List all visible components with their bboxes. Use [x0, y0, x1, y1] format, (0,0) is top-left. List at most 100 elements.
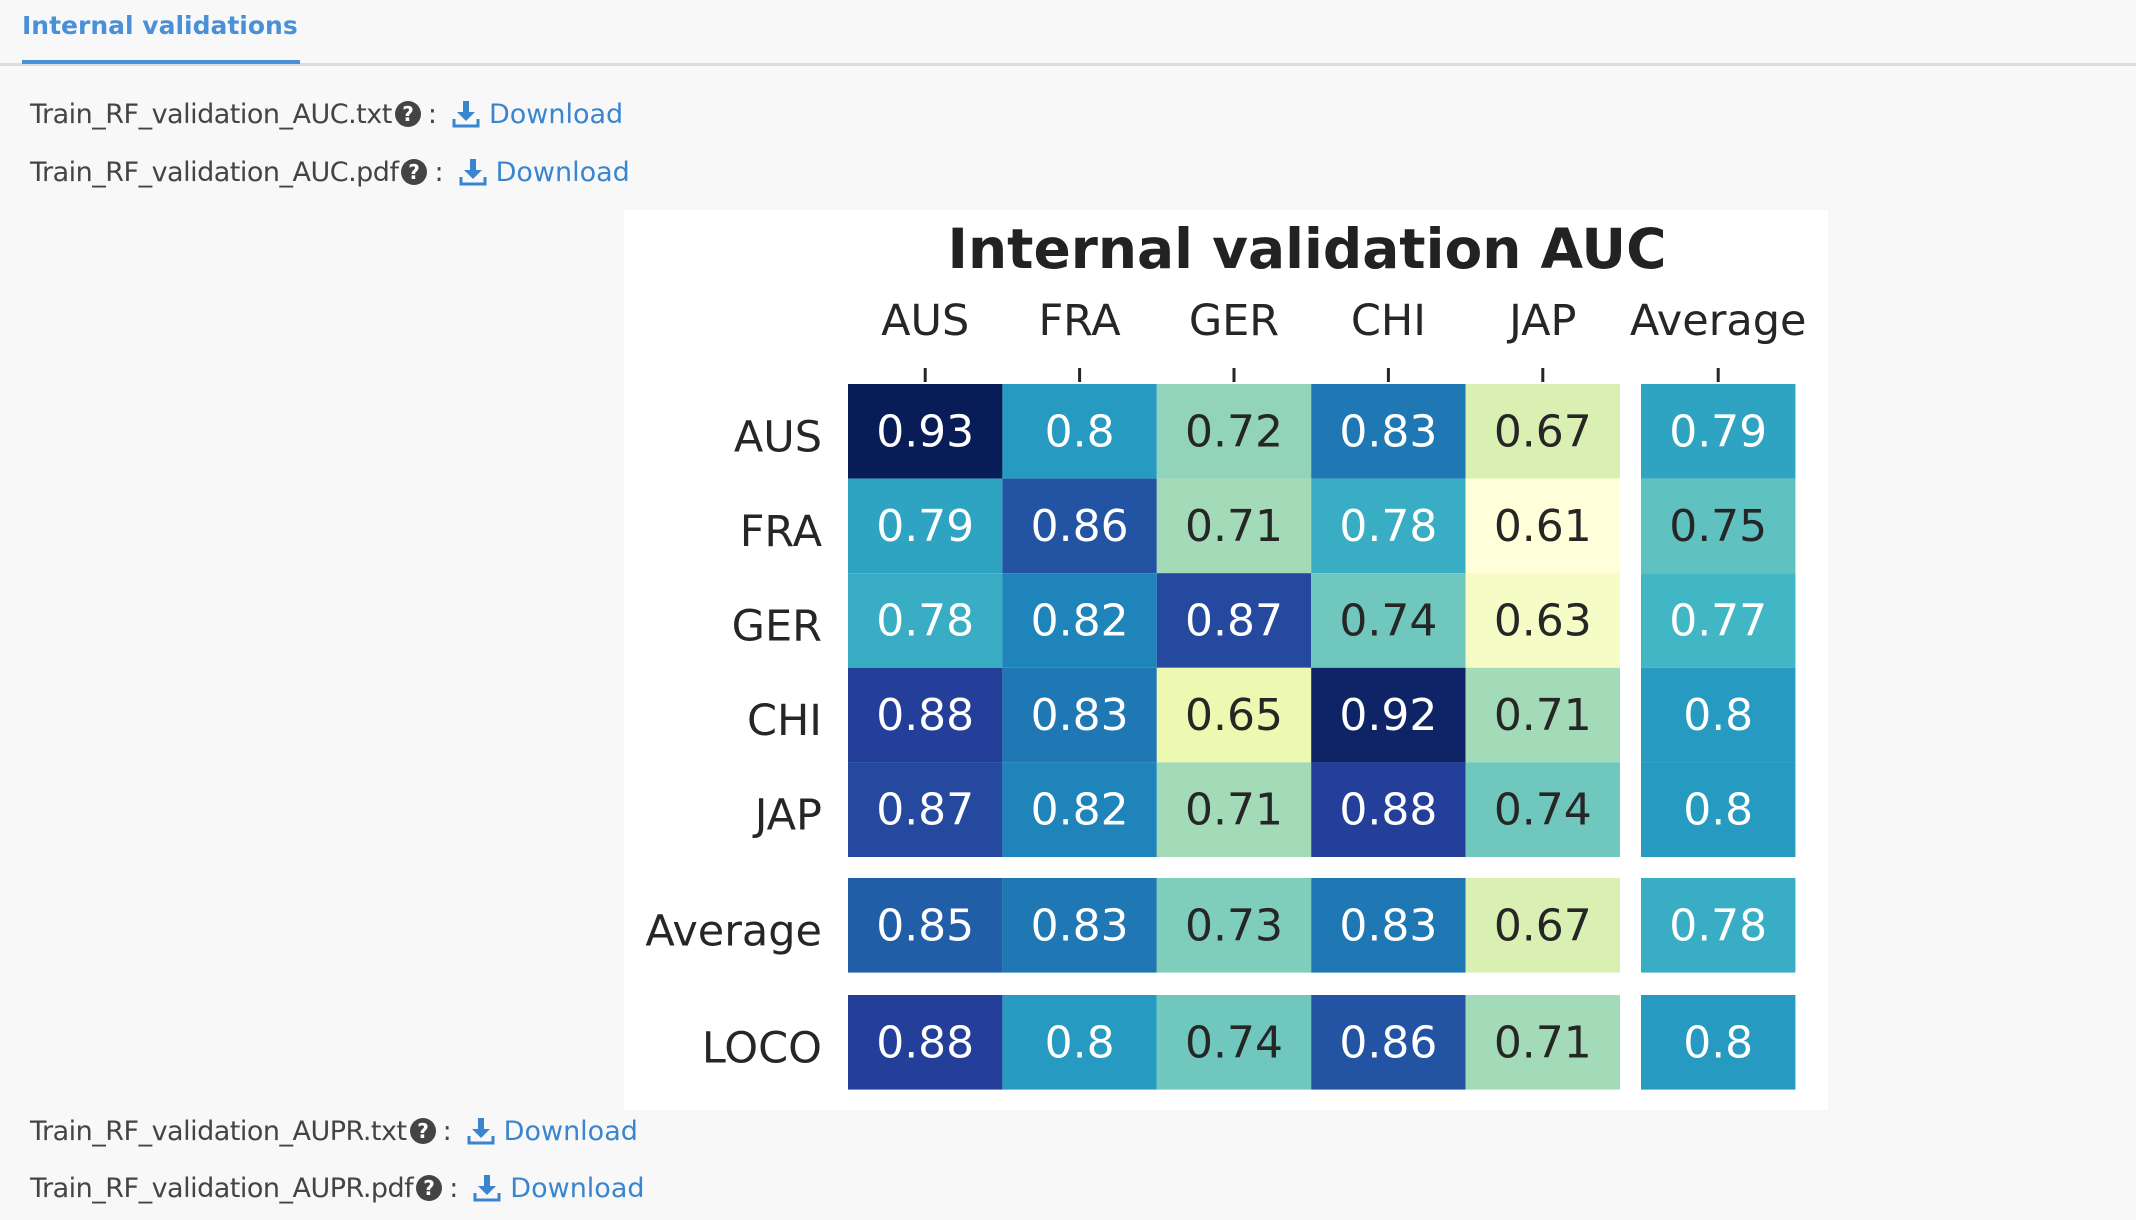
- download-icon: [459, 159, 487, 186]
- heatmap-cell-label: 0.88: [1339, 785, 1437, 836]
- heatmap-cell-label: 0.72: [1185, 406, 1283, 457]
- question-circle-icon[interactable]: ?: [409, 1117, 437, 1145]
- average-cell: [1465, 878, 1620, 973]
- heatmap-cell: [848, 573, 1003, 668]
- average-cell: [1311, 878, 1466, 973]
- heatmap-chart: Internal validation AUC AUS FRA GER CHI JAP A…: [645, 217, 1807, 1090]
- row-average-cell-label: 0.77: [1669, 596, 1767, 647]
- heatmap-cell-label: 0.74: [1494, 785, 1592, 836]
- question-circle-icon[interactable]: ?: [394, 100, 422, 128]
- heatmap-cell: [1311, 667, 1466, 763]
- file-row-aupr-txt: Train_RF_validation_AUPR.txt ? : Downloa…: [30, 1109, 638, 1153]
- heatmap-cell: [848, 762, 1003, 857]
- column-header-aus: AUS: [881, 296, 969, 346]
- average-average-cell-label: 0.78: [1669, 900, 1767, 951]
- row-average-cell-label: 0.75: [1669, 501, 1767, 552]
- row-label-fra: FRA: [740, 507, 823, 557]
- heatmap-cell-label: 0.82: [1031, 596, 1129, 647]
- heatmap-cell-label: 0.87: [1185, 596, 1283, 647]
- row-label-jap: JAP: [752, 791, 822, 841]
- heatmap-cell: [1465, 762, 1620, 857]
- row-average-cell: [1641, 667, 1796, 763]
- download-link-auc-txt[interactable]: Download: [451, 99, 623, 130]
- row-label-aus: AUS: [734, 412, 822, 462]
- loco-cell-label: 0.8: [1045, 1017, 1115, 1068]
- download-link-aupr-pdf[interactable]: Download: [472, 1172, 645, 1204]
- row-average-cell-label: 0.8: [1683, 690, 1753, 741]
- row-average-cell: [1641, 478, 1796, 574]
- heatmap-cell-label: 0.71: [1185, 785, 1283, 836]
- colon: :: [449, 1172, 459, 1204]
- average-average-cell: [1641, 878, 1796, 973]
- svg-text:?: ?: [417, 1119, 429, 1143]
- download-label: Download: [510, 1172, 645, 1204]
- heatmap-cell: [1465, 478, 1620, 574]
- loco-cell: [848, 995, 1003, 1090]
- average-cell: [1002, 878, 1157, 973]
- download-label: Download: [503, 1115, 638, 1147]
- heatmap-cell: [1311, 762, 1466, 857]
- download-label: Download: [488, 98, 624, 130]
- download-link-auc-pdf[interactable]: Download: [458, 157, 630, 188]
- heatmap-figure: Internal validation AUC AUS FRA GER CHI JAP A…: [624, 210, 1828, 1110]
- tab-label: Internal validations: [22, 11, 298, 40]
- svg-text:?: ?: [402, 102, 414, 126]
- heatmap-cell: [1002, 667, 1157, 763]
- loco-average-cell-label: 0.8: [1683, 1017, 1753, 1068]
- heatmap-cell: [1002, 384, 1157, 479]
- file-name: Train_RF_validation_AUPR.txt: [30, 1115, 407, 1147]
- question-circle-icon[interactable]: ?: [415, 1174, 443, 1202]
- colon: :: [442, 1115, 452, 1147]
- average-cell-label: 0.73: [1185, 900, 1283, 951]
- column-header-average: Average: [1630, 296, 1807, 346]
- svg-text:?: ?: [409, 160, 421, 184]
- loco-average-cell: [1641, 995, 1796, 1090]
- heatmap-cell-label: 0.65: [1185, 690, 1283, 741]
- question-circle-icon[interactable]: ?: [400, 158, 428, 186]
- heatmap-cell-label: 0.78: [1339, 501, 1437, 552]
- column-header-fra: FRA: [1038, 296, 1121, 346]
- row-label-chi: CHI: [747, 696, 822, 746]
- row-label-loco: LOCO: [702, 1023, 822, 1073]
- loco-cell-label: 0.74: [1185, 1017, 1283, 1068]
- heatmap-cell-label: 0.86: [1031, 501, 1129, 552]
- heatmap-cell: [1465, 667, 1620, 763]
- heatmap-cell-label: 0.67: [1494, 406, 1592, 457]
- column-header-jap: JAP: [1506, 296, 1576, 346]
- heatmap-cell: [1311, 384, 1466, 479]
- row-average-cell-label: 0.8: [1683, 785, 1753, 836]
- svg-text:?: ?: [423, 1176, 435, 1200]
- row-average-cell: [1641, 762, 1796, 857]
- heatmap-cell-label: 0.93: [876, 406, 974, 457]
- heatmap-cell-label: 0.83: [1339, 406, 1437, 457]
- average-cell-label: 0.83: [1339, 900, 1437, 951]
- loco-cell-label: 0.86: [1339, 1017, 1437, 1068]
- heatmap-cell: [1311, 478, 1466, 574]
- row-average-cell: [1641, 384, 1796, 479]
- heatmap-cell: [1002, 573, 1157, 668]
- heatmap-cell-label: 0.8: [1045, 406, 1115, 457]
- heatmap-cell-label: 0.87: [876, 785, 974, 836]
- loco-cell: [1002, 995, 1157, 1090]
- heatmap-cell-label: 0.83: [1031, 690, 1129, 741]
- loco-cell-label: 0.71: [1494, 1017, 1592, 1068]
- loco-cell: [1156, 995, 1312, 1090]
- heatmap-cell-label: 0.79: [876, 501, 974, 552]
- download-icon: [473, 1175, 501, 1202]
- average-cell-label: 0.67: [1494, 900, 1592, 951]
- heatmap-cell: [848, 384, 1003, 479]
- heatmap-cell-label: 0.82: [1031, 785, 1129, 836]
- loco-cell-label: 0.88: [876, 1017, 974, 1068]
- heatmap-cell: [1156, 573, 1312, 668]
- file-row-aupr-pdf: Train_RF_validation_AUPR.pdf ? : Downloa…: [30, 1166, 645, 1210]
- chart-title: Internal validation AUC: [948, 217, 1667, 281]
- tab-bar: Internal validations: [0, 0, 2136, 66]
- tab-internal-validations[interactable]: Internal validations: [22, 0, 300, 64]
- row-label-average: Average: [645, 906, 822, 956]
- heatmap-cell: [1156, 667, 1312, 763]
- heatmap-cell: [1465, 384, 1620, 479]
- heatmap-cell: [1156, 384, 1312, 479]
- loco-cell: [1311, 995, 1466, 1090]
- heatmap-cell-label: 0.61: [1494, 501, 1592, 552]
- download-link-aupr-txt[interactable]: Download: [466, 1116, 638, 1147]
